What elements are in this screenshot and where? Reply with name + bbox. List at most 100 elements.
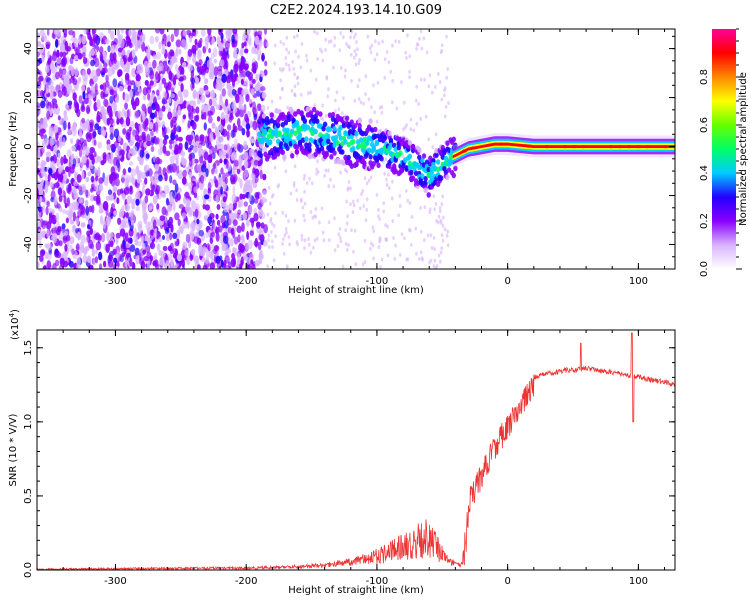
spectrogram-noise-mark [183,89,189,98]
spectrogram-noise-mark [245,29,251,35]
spectrogram-peak-mark [617,145,623,149]
spectrogram-noise-mark [72,158,77,167]
spectrogram-noise-mark [243,151,249,161]
spectrogram-noise-mark [216,35,221,45]
spectrogram-noise-mark [78,148,83,158]
spectrogram-noise-mark [226,145,232,155]
spectrogram-noise-mark [209,98,213,106]
spectrogram-noise-mark [145,153,150,159]
spectrogram-noise-mark [72,92,77,101]
spectrogram-noise-mark [141,112,146,121]
spectrogram-noise-mark [136,178,142,184]
spectrogram-noise-mark [100,233,106,242]
spectrogram-noise-mark [233,46,238,54]
spectrogram-noise-mark [235,93,240,104]
x-tick-label: 0 [504,576,510,587]
spectrogram-noise-mark [418,36,421,41]
spectrogram-noise-mark [443,86,447,91]
spectrogram-noise-mark [58,166,62,175]
spectrogram-noise-mark [327,220,331,225]
spectrogram-noise-mark [40,169,46,177]
spectrogram-noise-mark [180,225,184,235]
spectrogram-noise-mark [209,250,215,260]
spectrogram-noise-mark [387,186,391,191]
y-tick-label: -40 [23,236,34,252]
spectrogram-noise-mark [293,218,297,223]
spectrogram-noise-mark [336,244,340,249]
spectrogram-noise-mark [105,38,110,45]
spectrogram-noise-mark [241,128,246,136]
spectrogram-noise-mark [196,98,201,105]
spectrogram-noise-mark [181,176,187,185]
spectrogram-noise-mark [225,98,229,107]
spectrogram-noise-mark [197,62,202,71]
spectrogram-noise-mark [308,176,311,181]
spectrogram-noise-mark [251,176,255,185]
x-tick-label: -100 [366,576,389,587]
spectrogram-noise-mark [162,138,168,145]
spectrogram-noise-mark [110,109,114,119]
spectrogram-noise-mark [309,90,312,95]
spectrogram-noise-mark [267,185,271,190]
spectrogram-noise-mark [349,186,352,191]
spectrogram-noise-mark [37,41,42,47]
spectrogram-noise-mark [425,50,429,55]
spectrogram-x-ticks: -300 -200 -100 0 100 [36,29,666,287]
spectrogram-noise-mark [112,248,117,255]
spectrogram-noise-mark [253,152,257,161]
spectrogram-noise-mark [249,230,254,237]
spectrogram-noise-mark [145,221,151,231]
spectrogram-noise-mark [351,210,355,214]
spectrogram-noise-mark [177,187,182,194]
spectrogram-noise-mark [406,257,410,262]
spectrogram-noise-mark [102,200,109,211]
spectrogram-noise-mark [126,109,130,118]
spectrogram-noise-mark [255,221,261,228]
spectrogram-noise-mark [122,221,126,229]
spectrogram-noise-mark [338,227,342,231]
spectrogram-noise-mark [128,29,132,38]
spectrogram-noise-mark [395,106,399,111]
spectrogram-ridge-mark [368,154,373,160]
spectrogram-noise-mark [140,172,147,180]
spectrogram-noise-mark [327,39,331,44]
spectrogram-noise-mark [213,58,218,64]
spectrogram-ridge-mark [376,162,381,169]
spectrogram-noise-mark [287,63,291,68]
spectrogram-noise-mark [192,89,197,99]
spectrogram-noise-mark [296,81,300,86]
spectrogram-noise-mark [236,168,241,175]
spectrogram-noise-mark [138,124,142,135]
spectrogram-noise-mark [315,167,318,172]
spectrogram-noise-mark [159,256,165,266]
spectrogram-noise-mark [250,88,255,96]
spectrogram-ridge-mark [329,154,334,160]
spectrogram-noise-mark [366,34,370,39]
spectrogram-noise-mark [307,237,310,242]
spectrogram-noise-mark [89,39,94,47]
y-tick-label: 0.5 [23,488,34,504]
spectrogram-noise-mark [274,43,277,48]
spectrogram-noise-mark [267,233,271,238]
spectrogram-noise-mark [135,198,140,206]
spectrogram-noise-mark [169,175,173,184]
spectrogram-noise-mark [313,29,316,34]
spectrogram-noise-mark [438,80,442,84]
spectrogram-noise-mark [79,132,83,139]
spectrogram-noise-mark [230,237,234,247]
spectrogram-noise-mark [150,112,156,120]
spectrogram-noise-mark [352,203,356,208]
spectrogram-noise-mark [327,184,331,189]
spectrogram-noise-mark [293,72,296,77]
spectrogram-noise-mark [319,116,323,121]
spectrogram-noise-mark [103,260,107,268]
spectrogram-noise-mark [38,75,44,82]
spectrogram-peak-mark [544,145,550,149]
spectrogram-noise-mark [237,75,242,83]
spectrogram-noise-mark [68,29,74,36]
spectrogram-noise-mark [38,57,43,64]
spectrogram-noise-mark [350,79,353,83]
spectrogram-noise-mark [147,106,153,115]
spectrogram-noise-mark [177,136,183,142]
spectrogram-noise-mark [175,157,179,167]
